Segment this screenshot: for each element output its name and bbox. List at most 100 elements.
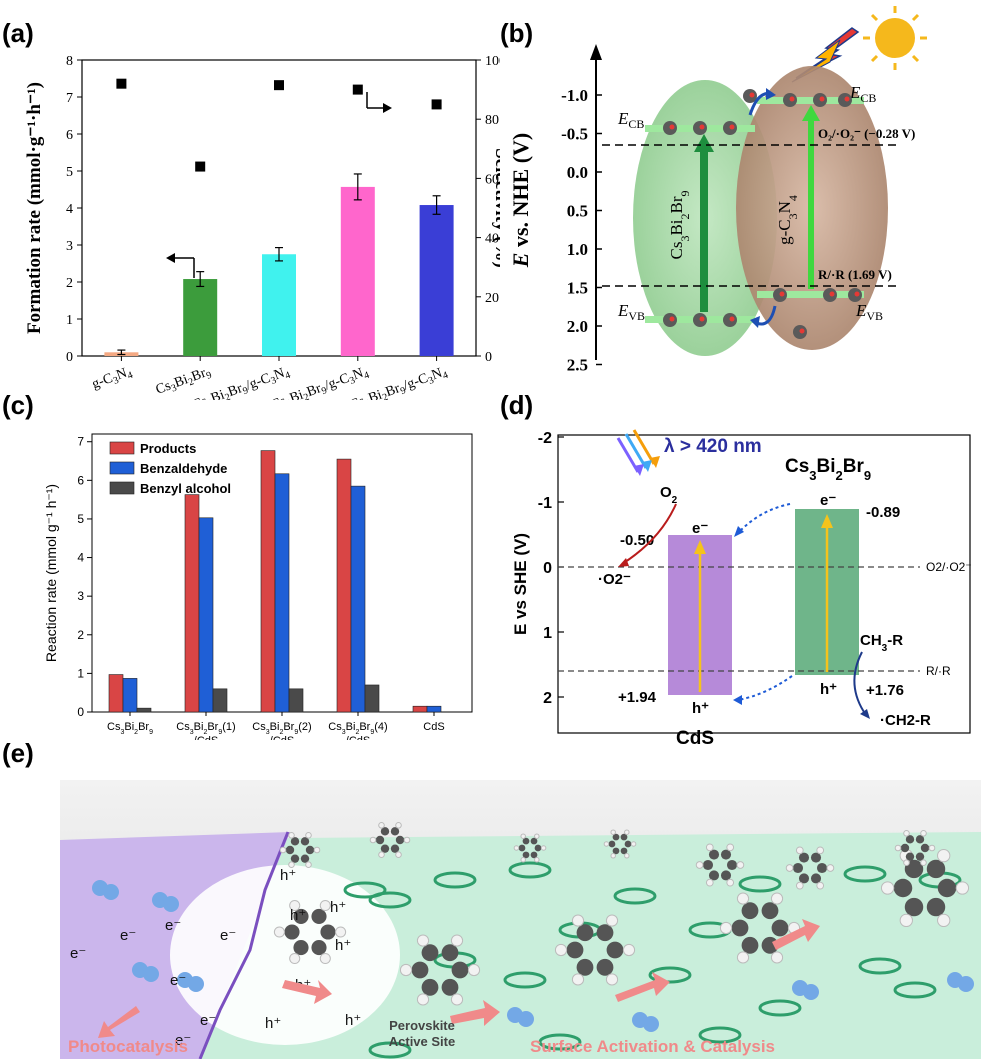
band-diagram-d: -2 -1 0 1 2 E vs SHE (V) λ > 420 nm Cs3Bi2Br… — [511, 429, 972, 749]
hydrogen-atom — [736, 951, 750, 964]
hydrogen-atom — [610, 829, 616, 835]
active-site-ring — [893, 981, 937, 999]
hydrogen-atom — [899, 913, 913, 928]
r-couple-label: R/·R — [926, 664, 951, 678]
energy-axis-tick-label: 2.0 — [567, 317, 588, 336]
chart-a-bar — [340, 186, 375, 356]
floating-molecule — [695, 843, 745, 887]
cs-evb-label: EVB — [617, 301, 645, 323]
hydrogen-atom — [378, 851, 385, 859]
energy-axis-arrowhead — [590, 44, 602, 60]
hydrogen-atom — [610, 853, 616, 859]
hydrogen-atom — [903, 829, 910, 837]
carbon-atom — [798, 873, 810, 884]
active-site-label-1: Perovskite — [389, 1018, 455, 1033]
active-site-label-2: Active Site — [389, 1034, 455, 1049]
gc-evb-label: EVB — [855, 301, 883, 323]
chart-c-ytick-label: 6 — [77, 473, 84, 487]
carbon-atom — [305, 845, 315, 855]
hydrogen-atom — [416, 934, 430, 947]
hydrogen-atom — [795, 846, 804, 855]
electron-icon-core — [749, 92, 755, 98]
hydrogen-atom — [395, 821, 402, 829]
hydrogen-atom — [903, 859, 910, 867]
o2-couple-label: O2/·O2⁻ — [926, 560, 972, 574]
electron-label: e⁻ — [70, 945, 86, 962]
hydrogen-atom — [770, 951, 784, 964]
panel-label-d: (d) — [500, 390, 534, 420]
carbon-atom — [576, 958, 594, 976]
chart-a-y2tick-label: 20 — [485, 291, 499, 306]
hydrogen-atom — [467, 963, 481, 977]
hydrogen-atom — [695, 861, 704, 869]
hydrogen-atom — [520, 857, 526, 863]
carbon-atom — [311, 908, 327, 924]
carbon-atom — [720, 870, 732, 881]
o2-couple-label: O₂/·O₂⁻ (−0.28 V) — [818, 126, 915, 141]
carbon-atom — [596, 958, 614, 976]
panel-label-a: (a) — [2, 18, 34, 48]
chart-c-bar-2 — [212, 688, 228, 713]
chart-c-bar-1 — [198, 517, 214, 713]
hydrogen-atom — [369, 836, 377, 844]
chart-a-ytick-label: 7 — [66, 91, 73, 106]
carbon-atom — [900, 843, 910, 853]
chart-c-xtick-label: /CdS — [270, 735, 294, 740]
left-axis-arrow — [166, 253, 195, 278]
carbon-atom — [937, 878, 957, 898]
carbon-atom — [771, 919, 789, 937]
panel-e-illustration: e⁻e⁻e⁻e⁻e⁻e⁻e⁻h⁺h⁺h⁺h⁺h⁺h⁺h⁺ Photocataly… — [60, 780, 981, 1059]
active-site-ring — [508, 861, 552, 879]
carbon-atom — [761, 902, 779, 920]
active-site-ring — [858, 957, 902, 975]
chart-d-ytick-label: -2 — [538, 430, 552, 447]
carbon-atom — [441, 978, 459, 996]
hydrogen-atom — [378, 821, 385, 829]
chart-a-ylabel: Formation rate (mmol·g⁻¹·h⁻¹) — [24, 82, 45, 334]
cs3bi2br9-label: Cs3Bi2Br9 — [667, 190, 692, 259]
hydrogen-atom — [399, 963, 413, 977]
energy-axis-tick-label: 2.5 — [567, 356, 588, 375]
chart-c-legend-label: Benzyl alcohol — [140, 481, 231, 496]
hydrogen-atom — [571, 973, 585, 986]
chart-d-ytick-label: 1 — [543, 625, 552, 642]
carbon-atom — [741, 902, 759, 920]
carbon-atom — [926, 897, 946, 917]
hydrogen-atom — [736, 861, 745, 869]
carbon-atom — [905, 835, 915, 844]
hydrogen-atom — [785, 864, 794, 872]
carbon-atom — [311, 940, 327, 956]
chart-a-xtick-label: g-C3N4 — [90, 364, 134, 394]
panel-label-b: (b) — [500, 18, 534, 48]
carbon-atom — [518, 844, 526, 852]
hydrogen-atom — [726, 843, 735, 852]
hydrogen-atom — [795, 881, 804, 890]
band-diagram-b: -1.0 -0.5 0.0 0.5 1.0 1.5 2.0 2.5 E vs. NHE (V)… — [508, 6, 927, 375]
floating-molecule — [603, 829, 637, 859]
carbon-atom — [915, 852, 925, 861]
chart-c-bar-2 — [364, 684, 380, 713]
carbon-atom — [451, 961, 469, 979]
carbon-atom — [375, 835, 385, 845]
light-wavelength-label: λ > 420 nm — [664, 436, 762, 457]
hydrogen-atom — [816, 881, 825, 890]
carbon-atom — [620, 833, 628, 841]
hydrogen-atom — [719, 921, 733, 935]
cds-hole: h⁺ — [692, 700, 709, 717]
hole-icon-core — [669, 316, 675, 322]
electron-icon-core — [844, 96, 850, 102]
carbon-atom — [720, 849, 732, 860]
chart-c-bar-0 — [336, 458, 352, 713]
carbon-atom — [441, 944, 459, 962]
electron-label: e⁻ — [170, 972, 186, 989]
carbon-atom — [702, 859, 714, 871]
chart-a-xtick-label: Cs3Bi2Br9 — [154, 364, 213, 400]
hydrogen-atom — [279, 846, 287, 854]
carbon-atom — [798, 852, 810, 863]
chart-c-bar-1 — [426, 705, 442, 713]
ch3r-label: CH3-R — [860, 632, 903, 654]
hydrogen-atom — [305, 831, 312, 839]
floating-molecule — [513, 833, 547, 863]
chart-a-ytick-label: 3 — [66, 239, 73, 254]
